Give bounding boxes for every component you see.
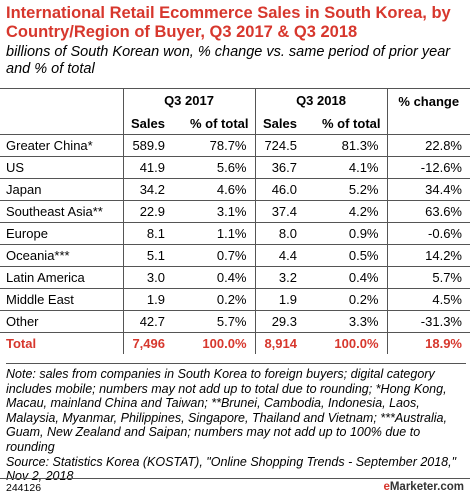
brand-logo-e: e xyxy=(383,481,390,493)
table-row-total: Total 7,496 100.0% 8,914 100.0% 18.9% xyxy=(0,332,470,354)
cell-pct-change: 34.4% xyxy=(386,178,470,201)
cell-sales-2018: 37.4 xyxy=(254,200,303,223)
source-text: Source: Statistics Korea (KOSTAT), "Onli… xyxy=(6,454,457,484)
cell-pct-2018: 4.1% xyxy=(303,156,387,179)
chart-subtitle: billions of South Korean won, % change v… xyxy=(6,44,451,77)
cell-pct-2017: 5.7% xyxy=(171,310,255,333)
column-group-header: Q3 2017 Q3 2018 % change xyxy=(0,88,470,135)
cell-sales-2017: 34.2 xyxy=(122,178,171,201)
row-label: Total xyxy=(0,332,123,354)
row-label: Japan xyxy=(0,178,123,201)
cell-pct-change: -0.6% xyxy=(386,222,470,245)
table-row: Europe 8.1 1.1% 8.0 0.9% -0.6% xyxy=(0,222,470,245)
cell-pct-2018: 0.5% xyxy=(303,244,387,267)
cell-pct-change: 4.5% xyxy=(386,288,470,311)
note-text: Note: sales from companies in South Kore… xyxy=(6,367,447,454)
cell-sales-2017: 7,496 xyxy=(122,332,171,354)
notes: Note: sales from companies in South Kore… xyxy=(6,363,466,484)
cell-sales-2018: 724.5 xyxy=(254,134,303,157)
cell-pct-2017: 5.6% xyxy=(171,156,255,179)
table-row: Greater China* 589.9 78.7% 724.5 81.3% 22.8% xyxy=(0,134,470,157)
cell-sales-2018: 29.3 xyxy=(254,310,303,333)
cell-pct-2017: 3.1% xyxy=(171,200,255,223)
row-label: Latin America xyxy=(0,266,123,289)
cell-pct-2018: 0.4% xyxy=(303,266,387,289)
subheader-sales-2017: Sales xyxy=(122,112,171,135)
table-row: Oceania*** 5.1 0.7% 4.4 0.5% 14.2% xyxy=(0,244,470,267)
brand-logo-com: .com xyxy=(437,481,464,493)
cell-sales-2018: 3.2 xyxy=(254,266,303,289)
cell-pct-2017: 1.1% xyxy=(171,222,255,245)
cell-sales-2017: 22.9 xyxy=(122,200,171,223)
cell-sales-2017: 589.9 xyxy=(122,134,171,157)
cell-pct-2018: 4.2% xyxy=(303,200,387,223)
cell-sales-2018: 36.7 xyxy=(254,156,303,179)
cell-pct-2017: 78.7% xyxy=(171,134,255,157)
footer: 244126 eMarketer.com xyxy=(0,478,470,497)
cell-pct-2018: 0.9% xyxy=(303,222,387,245)
cell-pct-change: 63.6% xyxy=(386,200,470,223)
cell-pct-2018: 3.3% xyxy=(303,310,387,333)
cell-pct-change: -31.3% xyxy=(386,310,470,333)
cell-pct-change: 22.8% xyxy=(386,134,470,157)
cell-sales-2018: 8,914 xyxy=(254,332,303,354)
data-table: Q3 2017 Q3 2018 % change Sales % of tota… xyxy=(0,88,470,354)
table-body: Greater China* 589.9 78.7% 724.5 81.3% 22.8% U… xyxy=(0,134,470,354)
table-row: Middle East 1.9 0.2% 1.9 0.2% 4.5% xyxy=(0,288,470,311)
cell-pct-change: 18.9% xyxy=(386,332,470,354)
table-row: Japan 34.2 4.6% 46.0 5.2% 34.4% xyxy=(0,178,470,201)
row-label: US xyxy=(0,156,123,179)
row-label: Middle East xyxy=(0,288,123,311)
cell-sales-2017: 3.0 xyxy=(122,266,171,289)
header-pct-change: % change xyxy=(386,88,470,135)
table-row: Other 42.7 5.7% 29.3 3.3% -31.3% xyxy=(0,310,470,333)
data-table-container: Q3 2017 Q3 2018 % change Sales % of tota… xyxy=(0,88,470,354)
row-label: Greater China* xyxy=(0,134,123,157)
header-q3-2017: Q3 2017 xyxy=(122,88,255,113)
header-blank xyxy=(0,88,123,113)
subheader-blank xyxy=(0,113,123,135)
column-subheader: Sales % of total Sales % of total xyxy=(0,112,470,135)
chart-id: 244126 xyxy=(6,482,42,494)
header-q3-2018: Q3 2018 xyxy=(254,88,387,113)
row-label: Europe xyxy=(0,222,123,245)
cell-sales-2017: 1.9 xyxy=(122,288,171,311)
row-label: Oceania*** xyxy=(0,244,123,267)
row-label: Other xyxy=(0,310,123,333)
chart-title: International Retail Ecommerce Sales in … xyxy=(6,4,451,41)
subheader-pct-2018: % of total xyxy=(322,115,381,131)
table-row: Latin America 3.0 0.4% 3.2 0.4% 5.7% xyxy=(0,266,470,289)
cell-pct-2017: 0.4% xyxy=(171,266,255,289)
cell-pct-2018: 100.0% xyxy=(303,332,387,354)
cell-pct-2017: 4.6% xyxy=(171,178,255,201)
cell-sales-2017: 41.9 xyxy=(122,156,171,179)
cell-pct-2017: 0.7% xyxy=(171,244,255,267)
cell-pct-2018: 0.2% xyxy=(303,288,387,311)
subheader-pct-2017: % of total xyxy=(190,115,249,131)
cell-sales-2018: 1.9 xyxy=(254,288,303,311)
table-row: US 41.9 5.6% 36.7 4.1% -12.6% xyxy=(0,156,470,179)
cell-sales-2018: 8.0 xyxy=(254,222,303,245)
cell-pct-2017: 100.0% xyxy=(171,332,255,354)
brand-logo: eMarketer.com xyxy=(383,481,464,493)
subheader-sales-2018: Sales xyxy=(254,112,303,135)
cell-pct-2018: 81.3% xyxy=(303,134,387,157)
brand-logo-marketer: Marketer xyxy=(389,481,438,493)
table-row: Southeast Asia** 22.9 3.1% 37.4 4.2% 63.6% xyxy=(0,200,470,223)
cell-sales-2018: 4.4 xyxy=(254,244,303,267)
cell-pct-change: -12.6% xyxy=(386,156,470,179)
row-label: Southeast Asia** xyxy=(0,200,123,223)
cell-sales-2017: 8.1 xyxy=(122,222,171,245)
cell-sales-2018: 46.0 xyxy=(254,178,303,201)
cell-pct-2017: 0.2% xyxy=(171,288,255,311)
cell-pct-change: 5.7% xyxy=(386,266,470,289)
cell-sales-2017: 5.1 xyxy=(122,244,171,267)
cell-pct-change: 14.2% xyxy=(386,244,470,267)
cell-sales-2017: 42.7 xyxy=(122,310,171,333)
cell-pct-2018: 5.2% xyxy=(303,178,387,201)
